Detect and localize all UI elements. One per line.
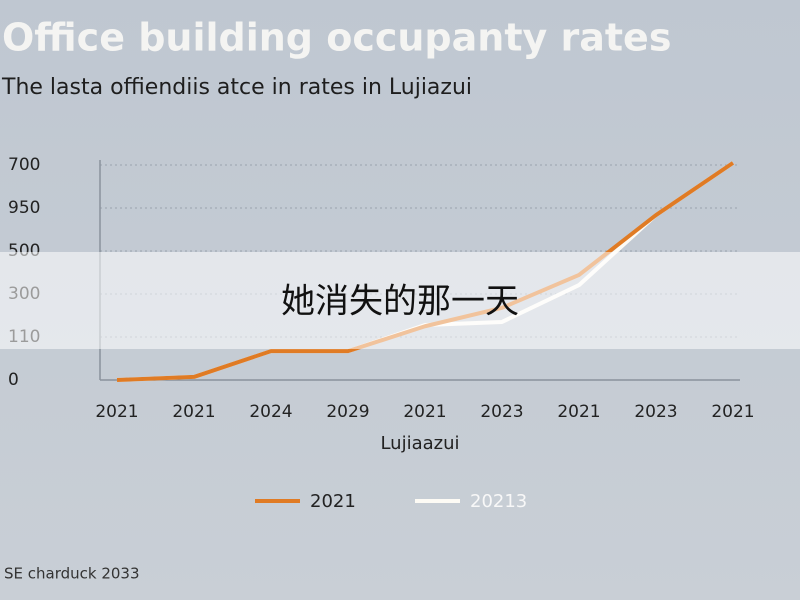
overlay-text: 她消失的那一天 — [281, 282, 519, 322]
chart-title: Office building occupanty rates — [2, 16, 671, 60]
x-tick-label: 2024 — [249, 402, 292, 422]
legend-label: 2021 — [310, 491, 356, 512]
y-tick-label: 950 — [8, 198, 40, 218]
chart-subtitle: The lasta offiendiis atce in rates in Lu… — [1, 75, 472, 100]
x-axis-label: Lujiaazui — [380, 433, 459, 454]
x-tick-label: 2021 — [172, 402, 215, 422]
x-tick-label: 2021 — [403, 402, 446, 422]
x-tick-label: 2023 — [634, 402, 677, 422]
x-tick-label: 2021 — [557, 402, 600, 422]
x-tick-label: 2021 — [711, 402, 754, 422]
x-tick-label: 2021 — [95, 402, 138, 422]
x-tick-label: 2023 — [480, 402, 523, 422]
y-tick-label: 700 — [8, 155, 40, 175]
y-tick-label: 0 — [8, 370, 19, 390]
overlay-banner — [0, 252, 800, 349]
legend-label: 20213 — [470, 491, 527, 512]
source-note: SE charduck 2033 — [4, 565, 140, 583]
x-tick-label: 2029 — [326, 402, 369, 422]
